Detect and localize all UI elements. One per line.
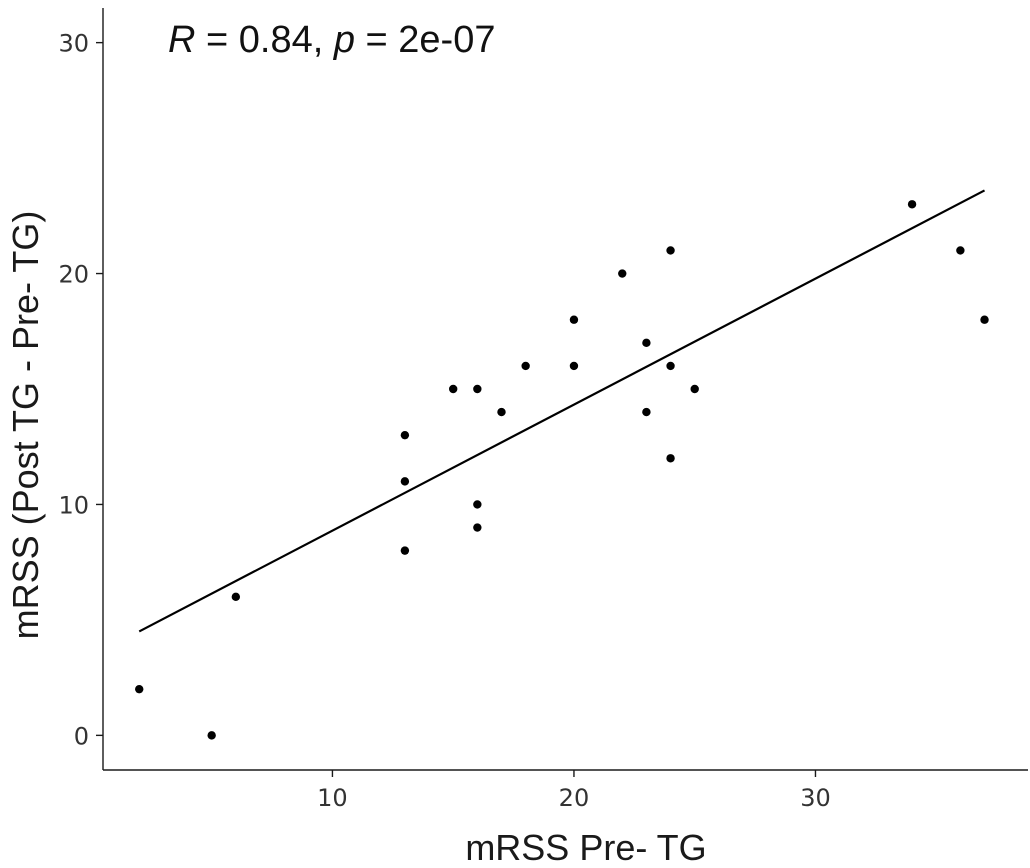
- data-point: [569, 361, 579, 371]
- data-point: [400, 546, 410, 555]
- regression-line: [138, 189, 986, 633]
- y-tick-label: 10: [58, 491, 89, 519]
- r-value: = 0.84,: [195, 19, 333, 61]
- correlation-annotation: R = 0.84, p = 2e-07: [168, 19, 495, 61]
- y-tick-label: 30: [58, 30, 89, 58]
- data-point: [400, 477, 410, 486]
- data-point: [135, 684, 144, 694]
- data-point: [666, 454, 675, 463]
- y-axis-title: mRSS (Post TG - Pre- TG): [5, 211, 46, 640]
- data-point: [473, 523, 482, 532]
- r-symbol: R: [168, 19, 195, 61]
- y-tick-label: 0: [74, 722, 89, 750]
- data-point: [666, 361, 675, 371]
- data-point: [473, 500, 482, 509]
- data-point: [521, 361, 530, 371]
- data-point: [642, 338, 651, 348]
- data-point: [907, 200, 917, 209]
- plot-area: [135, 189, 989, 740]
- x-axis-title: mRSS Pre- TG: [465, 827, 706, 868]
- data-point: [690, 384, 699, 394]
- x-axis-ticks: 10 20 30: [317, 770, 831, 812]
- data-point: [980, 315, 989, 324]
- data-point: [666, 246, 675, 255]
- p-value: = 2e-07: [355, 19, 496, 61]
- data-point: [400, 430, 410, 440]
- data-point: [207, 731, 216, 740]
- x-tick-label: 20: [559, 784, 590, 812]
- data-point: [473, 384, 482, 394]
- data-point: [497, 407, 506, 417]
- data-point: [618, 269, 627, 278]
- data-point: [642, 407, 651, 417]
- x-tick-label: 30: [800, 784, 831, 812]
- y-tick-label: 20: [58, 261, 89, 289]
- data-point: [448, 384, 458, 394]
- y-axis-ticks: 0 10 20 30: [58, 30, 103, 750]
- p-symbol: p: [333, 19, 355, 61]
- x-tick-label: 10: [317, 784, 348, 812]
- data-point: [231, 592, 241, 602]
- data-point: [956, 246, 965, 255]
- data-point: [569, 315, 579, 324]
